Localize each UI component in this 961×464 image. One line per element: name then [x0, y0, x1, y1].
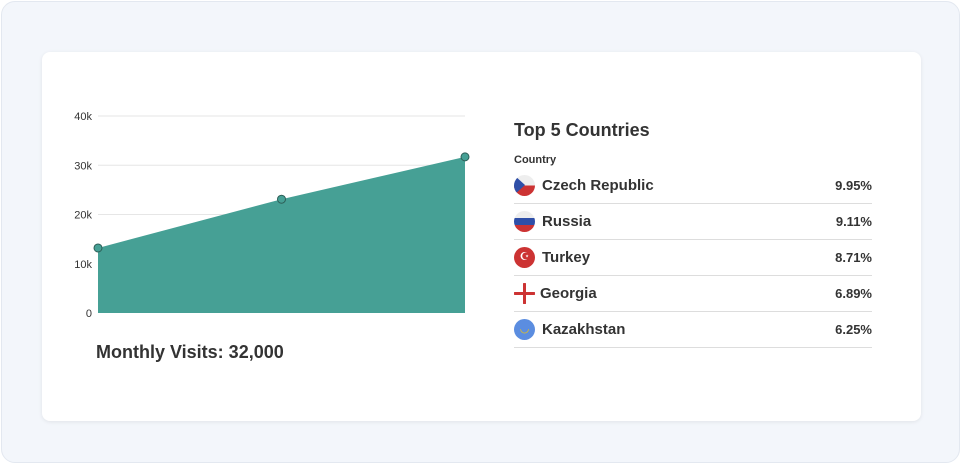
country-percent: 6.25%: [835, 322, 872, 337]
country-percent: 8.71%: [835, 250, 872, 265]
country-row: Russia 9.11%: [514, 204, 872, 240]
georgia-flag-icon: [514, 283, 535, 304]
y-tick-label: 40k: [74, 111, 92, 123]
country-percent: 6.89%: [835, 286, 872, 301]
country-row: Georgia 6.89%: [514, 276, 872, 312]
czech-flag-icon: [514, 175, 535, 196]
data-point[interactable]: [93, 243, 103, 253]
y-tick-label: 0: [86, 308, 92, 320]
country-row: ☪ Turkey 8.71%: [514, 240, 872, 276]
top-countries-title: Top 5 Countries: [514, 120, 650, 140]
turkey-flag-icon: ☪: [514, 247, 535, 268]
visits-area: [98, 156, 465, 313]
country-name: Czech Republic: [542, 177, 654, 194]
country-name: Kazakhstan: [542, 321, 626, 338]
country-name: Georgia: [540, 285, 597, 302]
country-row: Czech Republic 9.95%: [514, 168, 872, 204]
y-tick-label: 10k: [74, 259, 92, 271]
y-tick-label: 20k: [74, 210, 92, 222]
country-percent: 9.11%: [835, 214, 872, 229]
monthly-visits-label: Monthly Visits: 32,000: [96, 342, 284, 362]
kazakhstan-flag-icon: ◡: [514, 319, 535, 340]
data-point[interactable]: [460, 152, 470, 162]
country-name: Turkey: [542, 249, 591, 266]
monthly-visits-chart: 0 10k 20k 30k 40k: [74, 111, 470, 320]
country-name: Russia: [542, 213, 592, 230]
russia-flag-icon: [514, 211, 535, 232]
data-point[interactable]: [277, 194, 286, 204]
country-percent: 9.95%: [835, 178, 872, 193]
y-tick-label: 30k: [74, 160, 92, 172]
top-countries-panel: Top 5 Countries Country Czech Republic 9…: [514, 120, 872, 348]
stats-card: 0 10k 20k 30k 40k Monthly Visits: 32,000 Top…: [42, 52, 921, 421]
country-row: ◡ Kazakhstan 6.25%: [514, 312, 872, 348]
country-column-header: Country: [514, 154, 557, 166]
